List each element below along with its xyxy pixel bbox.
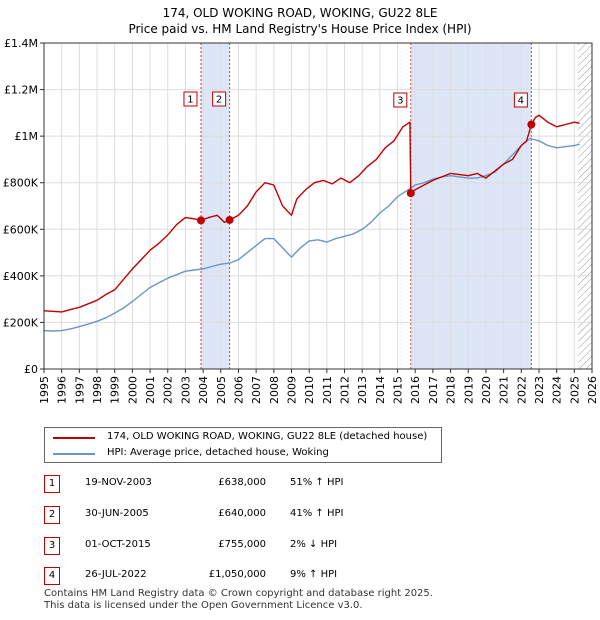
- x-tick-label: 1997: [73, 376, 86, 404]
- y-tick-label: £1.2M: [4, 84, 38, 97]
- y-tick-label: £800K: [3, 177, 39, 190]
- transaction-price: £638,000: [218, 477, 266, 488]
- legend-line-hpi: [53, 453, 95, 455]
- sale-number-box: [212, 91, 227, 107]
- sale-number-box: [393, 92, 408, 108]
- chart-subtitle: Price paid vs. HM Land Registry's House …: [128, 22, 472, 36]
- transaction-price: £640,000: [218, 508, 266, 519]
- x-tick-label: 1998: [91, 376, 104, 404]
- x-tick-label: 2003: [179, 376, 192, 404]
- x-tick-label: 2024: [551, 376, 564, 404]
- x-tick-label: 2019: [462, 376, 475, 404]
- shaded-period: [410, 43, 532, 369]
- transaction-number-badge: 1: [44, 475, 60, 493]
- y-tick-label: £200K: [3, 316, 39, 329]
- x-tick-label: 2020: [480, 376, 493, 404]
- x-tick-label: 2013: [356, 376, 369, 404]
- sale-point: [196, 216, 205, 225]
- sale-number-box: [183, 91, 198, 107]
- forecast-hatch: [577, 43, 592, 369]
- transaction-hpi-change: 2% ↓ HPI: [290, 539, 338, 550]
- x-tick-label: 2014: [374, 376, 387, 404]
- y-tick-label: £400K: [3, 270, 39, 283]
- x-tick-label: 2000: [126, 376, 139, 404]
- transaction-date: 26-JUL-2022: [85, 569, 147, 580]
- transaction-number-badge: 2: [44, 506, 60, 524]
- x-tick-label: 2016: [409, 376, 422, 404]
- transaction-hpi-change: 9% ↑ HPI: [290, 569, 338, 580]
- x-tick-label: 2009: [285, 376, 298, 404]
- sale-point: [527, 120, 536, 129]
- sale-number-label: 1: [187, 95, 193, 106]
- transaction-price: £1,050,000: [208, 569, 266, 580]
- x-tick-label: 2025: [568, 376, 581, 404]
- x-tick-label: 2005: [215, 376, 228, 404]
- footer-licence: This data is licensed under the Open Gov…: [44, 600, 363, 611]
- x-tick-label: 2012: [339, 376, 352, 404]
- transaction-price: £755,000: [218, 539, 266, 550]
- legend: 174, OLD WOKING ROAD, WOKING, GU22 8LE (…: [44, 427, 442, 463]
- x-tick-label: 2026: [586, 376, 599, 404]
- x-tick-label: 2018: [445, 376, 458, 404]
- x-tick-label: 2023: [533, 376, 546, 404]
- x-tick-label: 2011: [321, 376, 334, 404]
- sale-number-label: 2: [216, 95, 222, 106]
- legend-label-property: 174, OLD WOKING ROAD, WOKING, GU22 8LE (…: [107, 431, 428, 442]
- sale-point: [406, 189, 415, 198]
- y-tick-label: £600K: [3, 223, 39, 236]
- y-tick-label: £0: [24, 363, 38, 376]
- x-tick-label: 2021: [498, 376, 511, 404]
- transaction-date: 19-NOV-2003: [85, 477, 152, 488]
- transaction-date: 30-JUN-2005: [85, 508, 149, 519]
- transaction-date: 01-OCT-2015: [85, 539, 151, 550]
- plot-frame: [43, 42, 593, 370]
- y-tick-label: £1M: [15, 130, 39, 143]
- x-tick-label: 2001: [144, 376, 157, 404]
- legend-line-property: [53, 437, 95, 439]
- x-tick-label: 1996: [56, 376, 69, 404]
- x-tick-label: 2004: [197, 376, 210, 404]
- x-tick-label: 2015: [392, 376, 405, 404]
- price-chart: 1 2 3 4 £0 £200K £400K £600K £800K £1M £1.2M £1.4M…: [3, 37, 599, 404]
- transaction-hpi-change: 51% ↑ HPI: [290, 477, 344, 488]
- sale-number-box: [513, 92, 528, 108]
- x-tick-label: 2010: [303, 376, 316, 404]
- transaction-hpi-change: 41% ↑ HPI: [290, 508, 344, 519]
- transaction-number-badge: 3: [44, 537, 60, 555]
- sale-number-label: 4: [518, 96, 524, 107]
- x-tick-label: 2022: [515, 376, 528, 404]
- x-tick-label: 2017: [427, 376, 440, 404]
- y-tick-label: £1.4M: [4, 37, 38, 50]
- x-tick-label: 2008: [268, 376, 281, 404]
- footer-copyright: Contains HM Land Registry data © Crown c…: [44, 588, 433, 599]
- transaction-number-badge: 4: [44, 567, 60, 585]
- sale-number-label: 3: [397, 96, 403, 107]
- x-tick-label: 2007: [250, 376, 263, 404]
- legend-label-hpi: HPI: Average price, detached house, Woki…: [107, 447, 329, 458]
- x-tick-label: 2006: [232, 376, 245, 404]
- x-tick-label: 1999: [109, 376, 122, 404]
- x-tick-label: 1995: [38, 376, 51, 404]
- property-price-line: [43, 114, 580, 313]
- sale-point: [225, 215, 234, 224]
- chart-title: 174, OLD WOKING ROAD, WOKING, GU22 8LE: [162, 6, 438, 20]
- x-tick-label: 2002: [162, 376, 175, 404]
